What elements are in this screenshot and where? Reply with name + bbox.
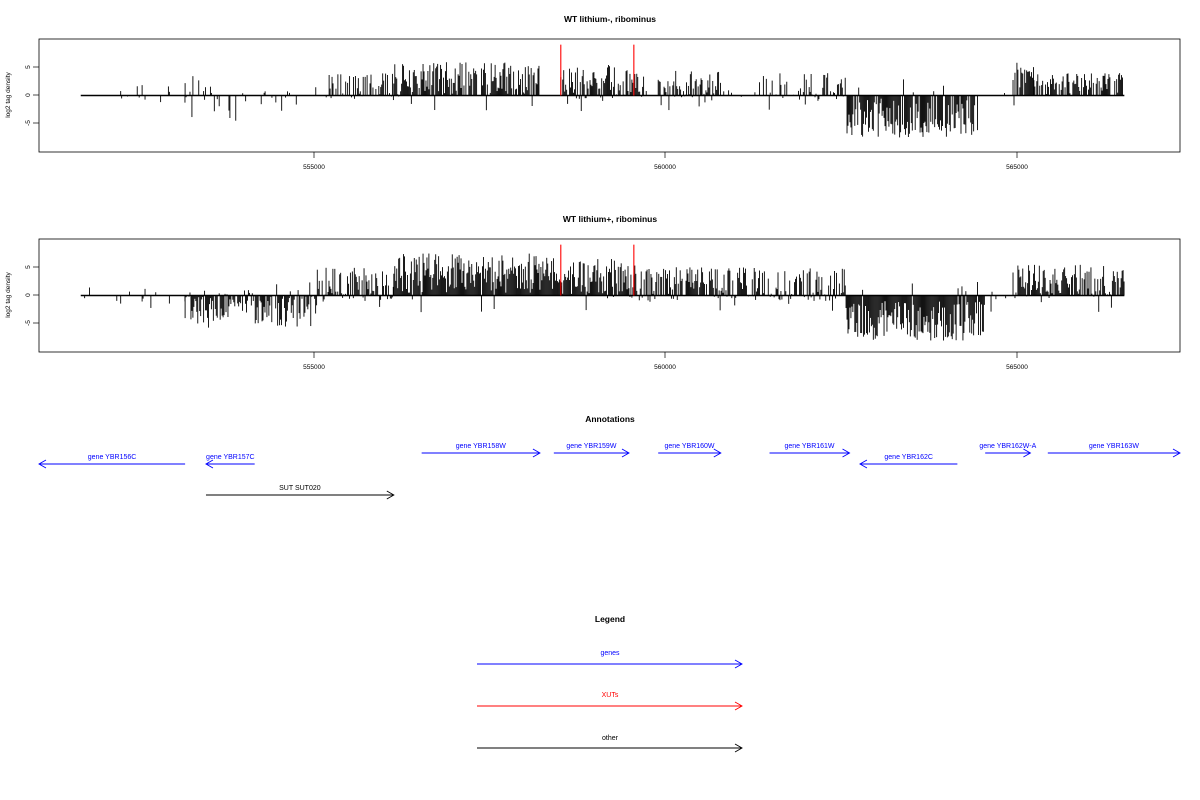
- feature-gene-ybr162w-a: gene YBR162W-A: [979, 443, 1037, 458]
- feature-arrow-head: [1172, 448, 1181, 458]
- feature-gene-ybr157c: gene YBR157C: [205, 454, 255, 469]
- y-axis-ticks: -5 0 5: [25, 265, 39, 326]
- annotations-title: Annotations: [585, 414, 635, 424]
- x-axis-ticks: 555000 560000 565000: [303, 352, 1028, 371]
- feature-gene-ybr163w: gene YBR163W: [1047, 443, 1181, 458]
- plot-frame: [38, 238, 1181, 353]
- y-tick-label: -5: [25, 120, 32, 126]
- feature-gene-ybr161w: gene YBR161W: [769, 443, 851, 458]
- feature-arrow-head: [713, 448, 722, 458]
- feature-arrow-head: [842, 448, 851, 458]
- feature-gene-ybr156c: gene YBR156C: [38, 454, 186, 469]
- feature-label: gene YBR161W: [784, 443, 834, 450]
- legend-item-other: other: [477, 735, 743, 753]
- feature-gene-ybr162c: gene YBR162C: [859, 454, 958, 469]
- legend-arrow-head: [734, 659, 743, 669]
- y-tick-label: -5: [25, 320, 32, 326]
- feature-gene-ybr160w: gene YBR160W: [658, 443, 722, 458]
- feature-arrow-head: [386, 490, 395, 500]
- y-axis-label: log2 tag density: [5, 271, 12, 317]
- feature-label: gene YBR159W: [566, 443, 616, 450]
- feature-label: gene YBR156C: [88, 454, 137, 461]
- legend-title: Legend: [595, 614, 625, 624]
- feature-label: gene YBR158W: [456, 443, 506, 450]
- y-axis-ticks: -5 0 5: [25, 65, 39, 126]
- feature-label: gene YBR163W: [1089, 443, 1139, 450]
- signal-bars: [84, 253, 1125, 341]
- x-tick-label: 555000: [303, 164, 325, 171]
- feature-arrows: gene YBR156C gene YBR157C gene YBR158W gene…: [38, 443, 1181, 500]
- x-axis-ticks: 555000 560000 565000: [303, 152, 1028, 171]
- panel-title: WT lithium-, ribominus: [564, 14, 656, 24]
- xut-highlights: [560, 44, 635, 96]
- y-tick-label: 0: [25, 93, 32, 97]
- feature-arrow-head: [532, 448, 541, 458]
- panel-title: WT lithium+, ribominus: [563, 214, 657, 224]
- legend-panel: Legend genes XUTs other: [477, 614, 743, 753]
- legend-item-genes: genes: [477, 650, 743, 669]
- signal-bars: [120, 62, 1123, 138]
- x-tick-label: 565000: [1006, 164, 1028, 171]
- feature-label: gene YBR160W: [664, 443, 714, 450]
- annotations-panel: Annotations gene YBR156C gene YBR157Cgene…: [38, 414, 1181, 500]
- xut-highlights: [560, 244, 635, 296]
- feature-arrow-head: [205, 459, 214, 469]
- plot-frame: [38, 38, 1181, 153]
- x-tick-label: 565000: [1006, 364, 1028, 371]
- feature-gene-ybr159w: gene YBR159W: [553, 443, 630, 458]
- legend-item-xuts: XUTs: [477, 692, 743, 711]
- y-tick-label: 0: [25, 293, 32, 297]
- x-tick-label: 560000: [654, 164, 676, 171]
- feature-arrow-head: [621, 448, 630, 458]
- y-tick-label: 5: [25, 265, 32, 269]
- legend-arrow-head: [734, 743, 743, 753]
- feature-label: gene YBR162W-A: [979, 443, 1036, 450]
- legend-arrow-head: [734, 701, 743, 711]
- track-panel-lithium-minus: WT lithium-, ribominus log2 tag density …: [5, 14, 1181, 171]
- legend-label: XUTs: [602, 692, 619, 699]
- y-axis-label: log2 tag density: [5, 71, 12, 117]
- track-panel-lithium-plus: WT lithium+, ribominus log2 tag density …: [5, 214, 1181, 371]
- y-tick-label: 5: [25, 65, 32, 69]
- feature-arrow-head: [859, 459, 868, 469]
- feature-sut-sut020: SUT SUT020: [205, 485, 395, 500]
- feature-gene-ybr158w: gene YBR158W: [421, 443, 541, 458]
- feature-label: gene YBR157C: [206, 454, 255, 461]
- x-tick-label: 560000: [654, 364, 676, 371]
- feature-label: gene YBR162C: [884, 454, 933, 461]
- feature-arrow-head: [38, 459, 47, 469]
- feature-arrow-head: [1023, 448, 1032, 458]
- legend-label: other: [602, 735, 619, 742]
- feature-label: SUT SUT020: [279, 485, 321, 492]
- legend-label: genes: [600, 650, 620, 657]
- x-tick-label: 555000: [303, 364, 325, 371]
